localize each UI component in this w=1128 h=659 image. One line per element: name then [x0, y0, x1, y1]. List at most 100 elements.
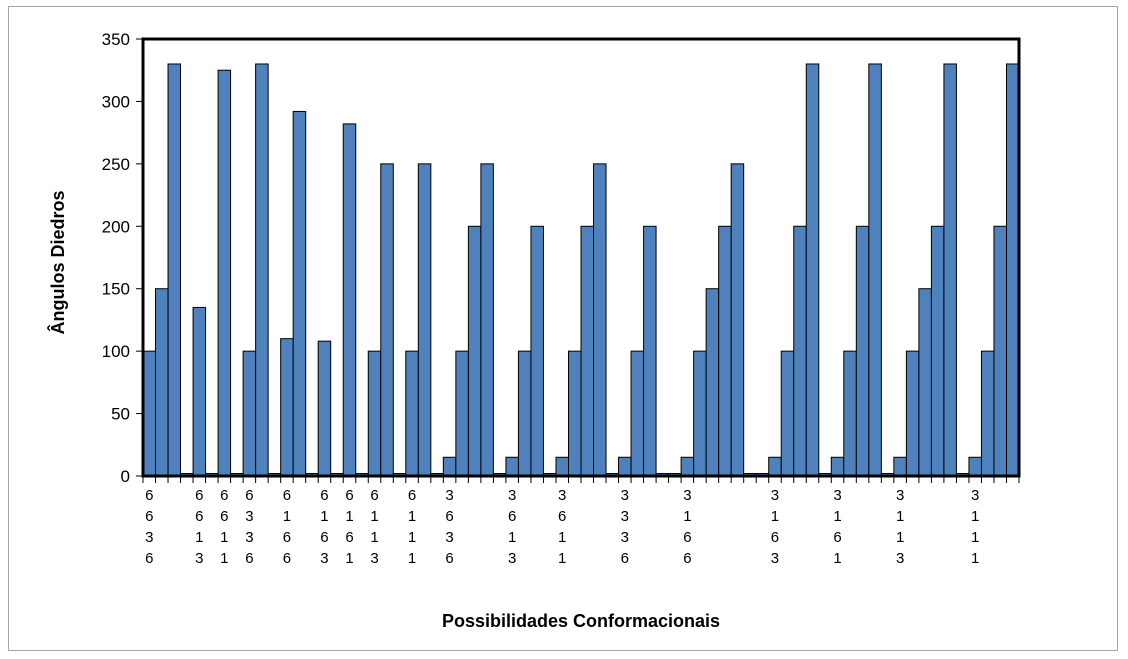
category-label: 1 [833, 508, 841, 525]
bar [643, 225, 657, 477]
category-label: 6 [408, 487, 416, 504]
category-label: 3 [445, 529, 453, 546]
bar [442, 456, 457, 477]
category-label: 6 [245, 487, 253, 504]
bar [768, 456, 782, 477]
category-label: 1 [508, 529, 516, 546]
category-label: 6 [445, 550, 453, 567]
bar [555, 456, 569, 477]
bar [380, 163, 394, 477]
bar [918, 288, 932, 477]
category-label: 6 [771, 529, 779, 546]
category-label: 1 [558, 550, 566, 567]
bar [893, 456, 907, 477]
category-label: 3 [621, 487, 629, 504]
bar [505, 456, 519, 477]
bar [455, 350, 469, 477]
bar [905, 350, 920, 477]
category-label: 3 [771, 487, 779, 504]
category-label: 1 [408, 550, 416, 567]
category-label: 3 [245, 508, 253, 525]
category-label: 1 [771, 508, 779, 525]
category-label: 3 [508, 550, 516, 567]
bar [292, 110, 307, 477]
bar [142, 350, 157, 477]
category-label: 6 [345, 487, 353, 504]
x-axis-title: Possibilidades Conformacionais [442, 611, 720, 631]
bar [930, 225, 945, 477]
bar [517, 350, 532, 477]
category-label: 6 [283, 487, 291, 504]
category-label: 1 [896, 508, 904, 525]
bar [943, 63, 957, 477]
category-label: 3 [320, 550, 328, 567]
category-label: 3 [896, 550, 904, 567]
bar [855, 225, 870, 477]
bar [567, 350, 582, 477]
bar [843, 350, 857, 477]
category-label: 1 [220, 550, 228, 567]
category-label: 6 [145, 550, 153, 567]
category-label: 1 [971, 550, 979, 567]
bars [142, 63, 1020, 477]
category-label: 1 [195, 529, 203, 546]
bar [593, 163, 607, 477]
category-label: 1 [971, 529, 979, 546]
y-tick-label: 150 [102, 280, 130, 299]
category-label: 6 [220, 487, 228, 504]
y-tick-label: 100 [102, 342, 130, 361]
bar [167, 63, 182, 477]
category-label: 6 [195, 508, 203, 525]
bar [192, 306, 207, 477]
category-label: 3 [195, 550, 203, 567]
bar [630, 350, 645, 477]
bar [793, 225, 807, 477]
bar [580, 225, 595, 477]
bar [405, 350, 419, 477]
category-label: 6 [445, 508, 453, 525]
category-label: 1 [683, 508, 691, 525]
bar [618, 456, 632, 477]
category-label: 6 [145, 487, 153, 504]
category-label: 3 [508, 487, 516, 504]
bar [805, 63, 820, 477]
category-label: 3 [896, 487, 904, 504]
category-label: 1 [345, 550, 353, 567]
y-tick-label: 0 [121, 467, 130, 486]
bar [780, 350, 795, 477]
category-label: 3 [445, 487, 453, 504]
bar [730, 163, 745, 477]
category-label: 3 [833, 487, 841, 504]
category-label: 3 [971, 487, 979, 504]
y-tick-label: 350 [102, 30, 130, 49]
category-label: 6 [283, 550, 291, 567]
category-label: 6 [283, 529, 291, 546]
bar [968, 456, 982, 477]
category-label: 1 [370, 508, 378, 525]
y-tick-label: 200 [102, 217, 130, 236]
bar [980, 350, 995, 477]
y-tick-label: 250 [102, 155, 130, 174]
bar [217, 69, 232, 477]
category-label: 3 [558, 487, 566, 504]
category-label: 3 [370, 550, 378, 567]
category-label: 6 [345, 529, 353, 546]
category-label: 6 [370, 487, 378, 504]
category-label: 3 [621, 529, 629, 546]
bar [242, 350, 257, 477]
category-label: 6 [145, 508, 153, 525]
y-axis-ticks: 0 50 100 150 200 250 300 350 [102, 30, 143, 486]
bar [155, 288, 169, 477]
bar [868, 63, 882, 477]
category-label: 1 [345, 508, 353, 525]
bar [342, 123, 357, 477]
category-label: 6 [220, 508, 228, 525]
category-label: 3 [621, 508, 629, 525]
bar [417, 163, 432, 477]
category-label: 3 [683, 487, 691, 504]
category-label: 1 [558, 529, 566, 546]
category-label: 3 [245, 529, 253, 546]
category-label: 6 [683, 550, 691, 567]
